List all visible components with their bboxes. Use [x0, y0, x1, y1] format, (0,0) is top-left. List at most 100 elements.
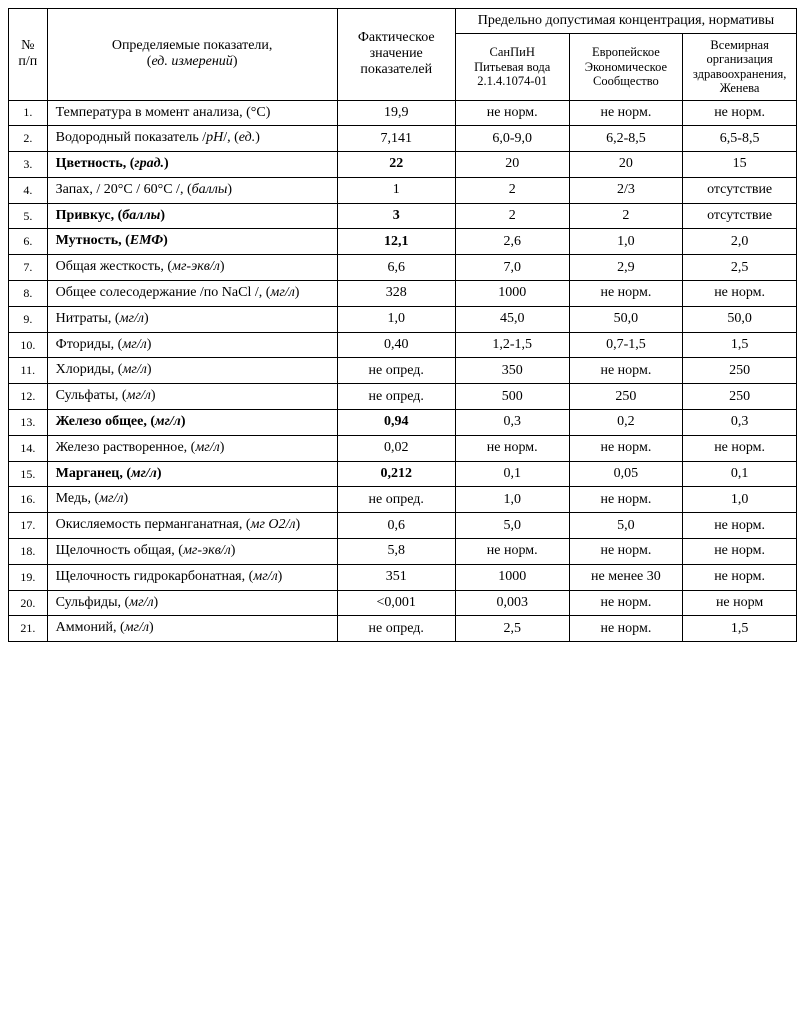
sanpin-value: 350 — [455, 358, 569, 384]
row-number: 7. — [9, 255, 48, 281]
actual-value: 1,0 — [337, 306, 455, 332]
eec-value: не норм. — [569, 358, 683, 384]
row-number: 2. — [9, 126, 48, 152]
table-row: 17.Окисляемость перманганатная, (мг О2/л… — [9, 513, 797, 539]
eec-value: 0,2 — [569, 410, 683, 436]
who-value: не норм. — [683, 435, 797, 461]
eec-value: не менее 30 — [569, 564, 683, 590]
parameter-name: Железо растворенное, (мг/л) — [47, 435, 337, 461]
row-number: 19. — [9, 564, 48, 590]
row-number: 16. — [9, 487, 48, 513]
sanpin-value: 6,0-9,0 — [455, 126, 569, 152]
eec-value: 5,0 — [569, 513, 683, 539]
table-body: 1.Температура в момент анализа, (°С)19,9… — [9, 100, 797, 642]
row-number: 1. — [9, 100, 48, 126]
header-sanpin: СанПиН Питьевая вода 2.1.4.1074-01 — [455, 34, 569, 101]
row-number: 9. — [9, 306, 48, 332]
who-value: отсутствие — [683, 177, 797, 203]
who-value: 250 — [683, 384, 797, 410]
eec-value: 20 — [569, 152, 683, 178]
parameter-name: Температура в момент анализа, (°С) — [47, 100, 337, 126]
row-number: 18. — [9, 539, 48, 565]
parameter-name: Железо общее, (мг/л) — [47, 410, 337, 436]
table-row: 21.Аммоний, (мг/л)не опред.2,5не норм.1,… — [9, 616, 797, 642]
actual-value: 0,6 — [337, 513, 455, 539]
row-number: 17. — [9, 513, 48, 539]
parameter-name: Окисляемость перманганатная, (мг О2/л) — [47, 513, 337, 539]
parameter-name: Щелочность общая, (мг-экв/л) — [47, 539, 337, 565]
who-value: не норм. — [683, 100, 797, 126]
header-num: № п/п — [9, 9, 48, 101]
who-value: не норм. — [683, 281, 797, 307]
who-value: отсутствие — [683, 203, 797, 229]
parameter-name: Общая жесткость, (мг-экв/л) — [47, 255, 337, 281]
table-row: 15.Марганец, (мг/л)0,2120,10,050,1 — [9, 461, 797, 487]
sanpin-value: 0,003 — [455, 590, 569, 616]
actual-value: не опред. — [337, 616, 455, 642]
sanpin-value: 45,0 — [455, 306, 569, 332]
actual-value: не опред. — [337, 487, 455, 513]
actual-value: 3 — [337, 203, 455, 229]
header-limits: Предельно допустимая концентрация, норма… — [455, 9, 796, 34]
eec-value: не норм. — [569, 100, 683, 126]
sanpin-value: 0,1 — [455, 461, 569, 487]
eec-value: 0,7-1,5 — [569, 332, 683, 358]
sanpin-value: 2 — [455, 177, 569, 203]
who-value: не норм — [683, 590, 797, 616]
who-value: 1,0 — [683, 487, 797, 513]
eec-value: не норм. — [569, 435, 683, 461]
parameter-name: Запах, / 20°С / 60°С /, (баллы) — [47, 177, 337, 203]
header-param-unit-suffix: ) — [233, 54, 238, 69]
table-row: 7.Общая жесткость, (мг-экв/л)6,67,02,92,… — [9, 255, 797, 281]
water-analysis-table: № п/п Определяемые показатели, (ед. изме… — [8, 8, 797, 642]
parameter-name: Аммоний, (мг/л) — [47, 616, 337, 642]
header-param: Определяемые показатели, (ед. измерений) — [47, 9, 337, 101]
actual-value: 0,40 — [337, 332, 455, 358]
parameter-name: Медь, (мг/л) — [47, 487, 337, 513]
eec-value: 50,0 — [569, 306, 683, 332]
parameter-name: Общее солесодержание /по NaCl /, (мг/л) — [47, 281, 337, 307]
eec-value: не норм. — [569, 590, 683, 616]
table-row: 4.Запах, / 20°С / 60°С /, (баллы)122/3от… — [9, 177, 797, 203]
who-value: не норм. — [683, 513, 797, 539]
parameter-name: Щелочность гидрокарбонатная, (мг/л) — [47, 564, 337, 590]
sanpin-value: не норм. — [455, 100, 569, 126]
eec-value: не норм. — [569, 281, 683, 307]
actual-value: не опред. — [337, 384, 455, 410]
actual-value: <0,001 — [337, 590, 455, 616]
eec-value: 6,2-8,5 — [569, 126, 683, 152]
header-param-unit: ед. измерений — [151, 54, 232, 69]
parameter-name: Сульфаты, (мг/л) — [47, 384, 337, 410]
actual-value: 0,02 — [337, 435, 455, 461]
table-row: 9.Нитраты, (мг/л)1,045,050,050,0 — [9, 306, 797, 332]
who-value: 0,1 — [683, 461, 797, 487]
row-number: 6. — [9, 229, 48, 255]
actual-value: 5,8 — [337, 539, 455, 565]
actual-value: не опред. — [337, 358, 455, 384]
sanpin-value: 1,0 — [455, 487, 569, 513]
table-row: 18.Щелочность общая, (мг-экв/л)5,8не нор… — [9, 539, 797, 565]
table-row: 19.Щелочность гидрокарбонатная, (мг/л)35… — [9, 564, 797, 590]
who-value: 15 — [683, 152, 797, 178]
sanpin-value: не норм. — [455, 435, 569, 461]
parameter-name: Хлориды, (мг/л) — [47, 358, 337, 384]
who-value: 2,5 — [683, 255, 797, 281]
eec-value: не норм. — [569, 487, 683, 513]
sanpin-value: 0,3 — [455, 410, 569, 436]
sanpin-value: 1000 — [455, 564, 569, 590]
row-number: 15. — [9, 461, 48, 487]
row-number: 14. — [9, 435, 48, 461]
row-number: 4. — [9, 177, 48, 203]
table-row: 20.Сульфиды, (мг/л)<0,0010,003не норм.не… — [9, 590, 797, 616]
parameter-name: Мутность, (ЕМФ) — [47, 229, 337, 255]
header-who: Всемирная организация здравоохранения, Ж… — [683, 34, 797, 101]
table-row: 13.Железо общее, (мг/л)0,940,30,20,3 — [9, 410, 797, 436]
actual-value: 12,1 — [337, 229, 455, 255]
who-value: не норм. — [683, 564, 797, 590]
sanpin-value: 5,0 — [455, 513, 569, 539]
table-row: 10.Фториды, (мг/л)0,401,2-1,50,7-1,51,5 — [9, 332, 797, 358]
sanpin-value: 2 — [455, 203, 569, 229]
table-row: 14.Железо растворенное, (мг/л)0,02не нор… — [9, 435, 797, 461]
eec-value: 0,05 — [569, 461, 683, 487]
parameter-name: Фториды, (мг/л) — [47, 332, 337, 358]
